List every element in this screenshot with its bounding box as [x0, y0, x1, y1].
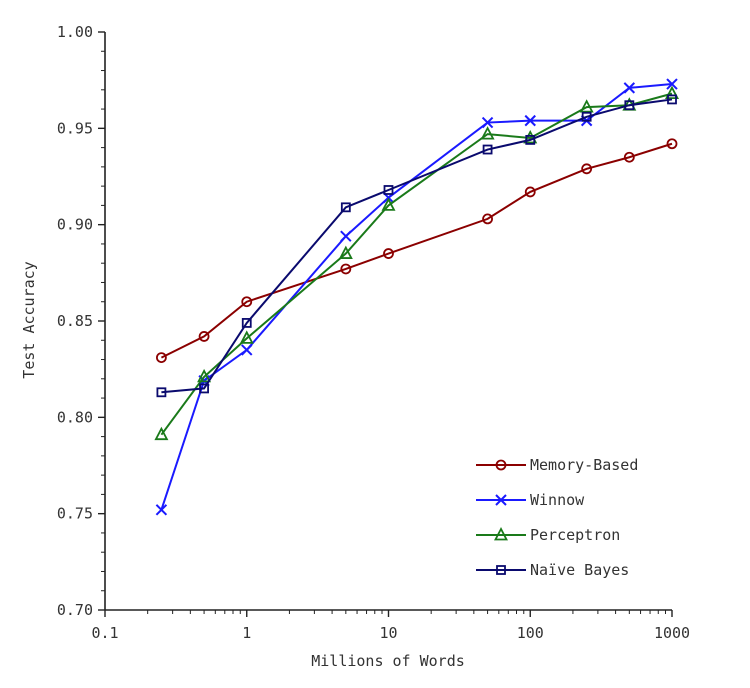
series-line — [160, 142, 673, 359]
y-axis-title: Test Accuracy — [20, 261, 38, 378]
legend-marker — [496, 565, 506, 575]
legend-label: Memory-Based — [530, 456, 638, 474]
data-point — [383, 185, 394, 195]
data-point — [241, 344, 253, 356]
x-tick-label: 1 — [242, 624, 251, 642]
data-point — [623, 82, 636, 94]
data-point — [338, 245, 353, 259]
data-point — [197, 368, 212, 383]
y-tick-label: 0.95 — [57, 119, 93, 137]
data-point — [667, 94, 677, 105]
x-tick-label: 10 — [379, 624, 397, 642]
legend-marker — [495, 459, 507, 471]
legend-label: Perceptron — [530, 526, 620, 544]
data-point — [624, 100, 635, 111]
series-memory-based — [156, 138, 678, 364]
y-tick-label: 0.75 — [57, 505, 93, 523]
data-point — [381, 197, 396, 211]
x-stroke — [340, 230, 352, 242]
series-line — [161, 98, 673, 394]
series-line — [160, 83, 673, 511]
data-point — [666, 78, 678, 90]
legend-label: Naïve Bayes — [530, 561, 629, 579]
series-line — [160, 92, 673, 436]
data-point — [665, 85, 679, 100]
data-point — [481, 116, 494, 129]
x-stroke — [481, 116, 494, 129]
data-point — [241, 296, 253, 308]
data-point — [666, 138, 678, 150]
data-point — [198, 331, 210, 342]
data-point — [524, 114, 536, 127]
y-tick-label: 0.80 — [57, 408, 93, 426]
legend-item-memory-based: Memory-Based — [476, 456, 638, 474]
data-point — [581, 111, 592, 122]
data-point — [340, 230, 352, 242]
chart-axes: 0.70 0.75 0.80 0.85 0.90 0.95 1.00 0.1 1 10 100 100… — [57, 23, 690, 642]
data-point — [480, 126, 495, 140]
x-tick-label: 0.1 — [91, 624, 118, 642]
data-point — [525, 134, 536, 145]
legend-item-na-ve-bayes: Naïve Bayes — [476, 561, 629, 579]
x-stroke — [623, 82, 636, 94]
x-stroke — [524, 114, 536, 127]
chart-legend: Memory-Based Winnow Perceptron Naïve Bayes — [476, 456, 638, 579]
legend-marker — [494, 527, 508, 541]
data-point — [241, 318, 252, 328]
data-point — [623, 151, 635, 163]
data-point — [482, 213, 493, 225]
legend-marker — [495, 494, 507, 506]
y-tick-label: 1.00 — [57, 23, 93, 41]
data-point — [199, 383, 209, 394]
y-tick-label: 0.90 — [57, 216, 93, 234]
data-point — [156, 352, 167, 364]
data-point — [579, 99, 594, 113]
data-point — [340, 202, 351, 213]
series-winnow — [155, 78, 678, 516]
legend-label: Winnow — [530, 491, 585, 509]
data-point — [383, 248, 394, 259]
y-tick-label: 0.70 — [57, 601, 93, 619]
x-tick-label: 100 — [517, 624, 544, 642]
x-stroke — [155, 504, 168, 516]
legend-item-winnow: Winnow — [476, 491, 585, 509]
data-point — [482, 144, 493, 155]
series-na-ve-bayes — [156, 94, 677, 398]
chart-series — [154, 78, 679, 516]
x-stroke — [241, 344, 253, 356]
data-point — [154, 426, 169, 441]
data-point — [524, 186, 536, 198]
data-point — [523, 130, 538, 144]
x-stroke — [495, 494, 507, 506]
x-axis-title: Millions of Words — [311, 652, 465, 670]
data-point — [155, 504, 168, 516]
series-perceptron — [154, 85, 679, 441]
data-point — [581, 163, 593, 175]
data-point — [239, 330, 254, 344]
data-point — [340, 263, 352, 275]
x-stroke — [666, 78, 678, 90]
y-tick-label: 0.85 — [57, 312, 93, 330]
x-tick-label: 1000 — [654, 624, 690, 642]
data-point — [156, 387, 167, 398]
legend-item-perceptron: Perceptron — [476, 526, 620, 544]
